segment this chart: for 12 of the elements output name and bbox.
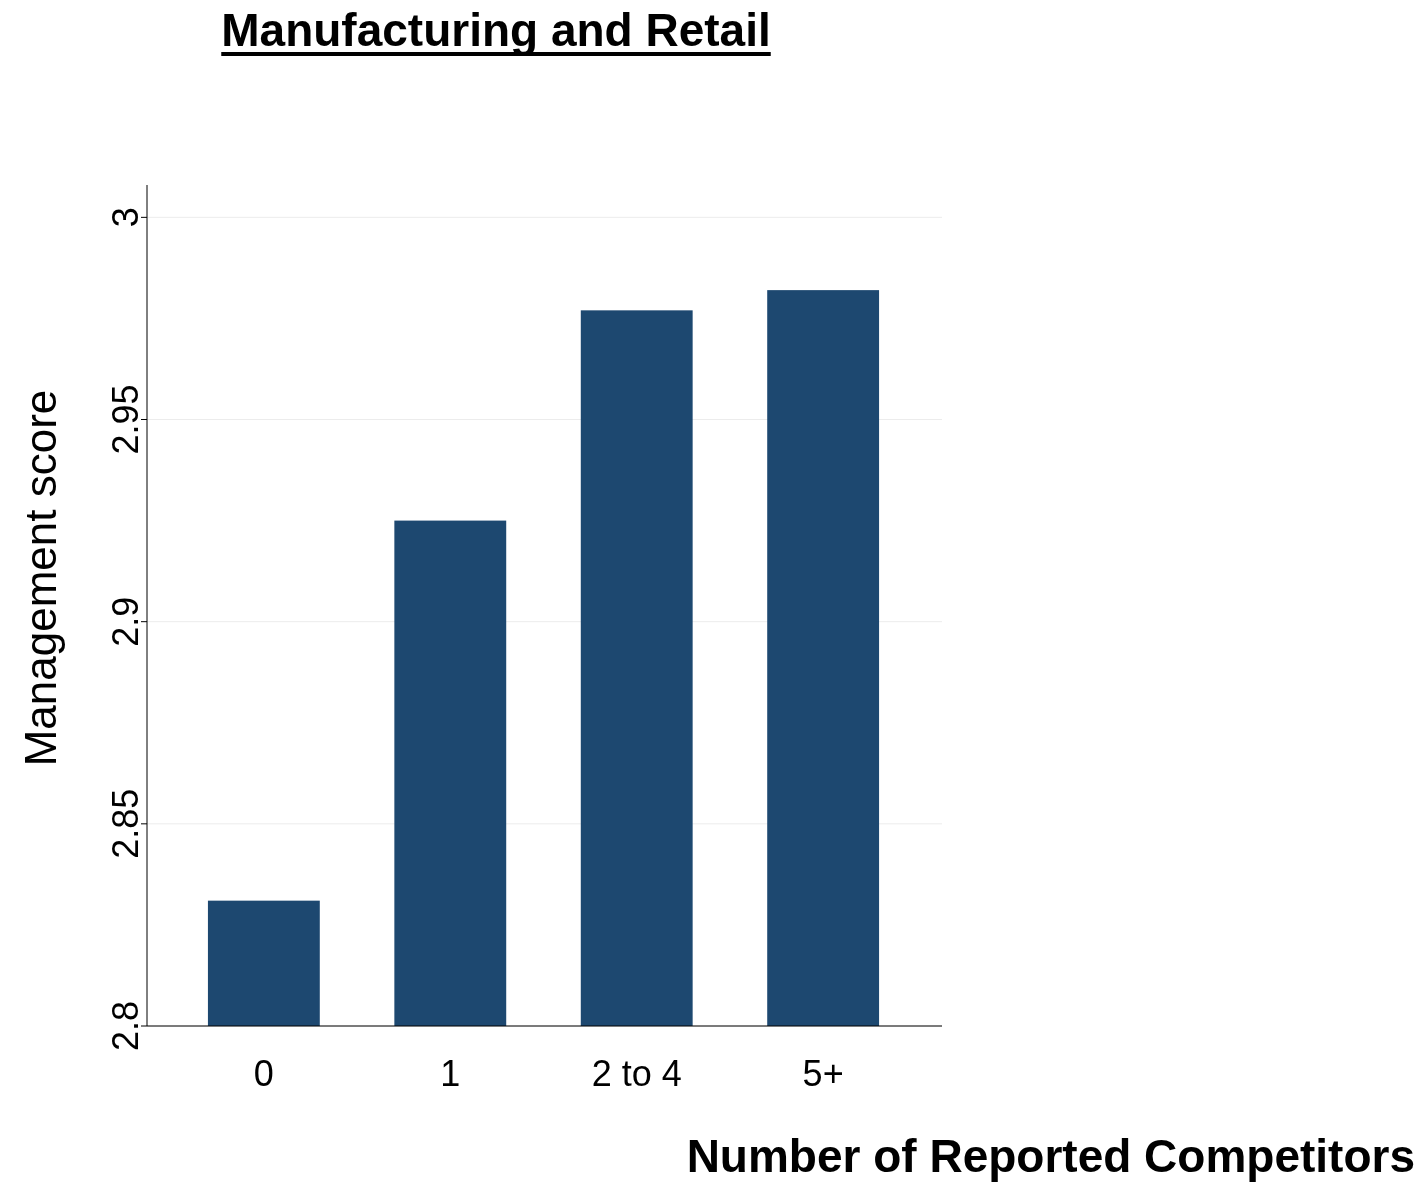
y-tick-label: 2.85 bbox=[105, 788, 146, 859]
x-tick-label: 2 to 4 bbox=[591, 1053, 682, 1094]
y-axis-title: Management score bbox=[16, 389, 65, 767]
y-tick-label: 3 bbox=[105, 207, 146, 228]
x-tick-label: 1 bbox=[440, 1053, 461, 1094]
chart-title: Manufacturing and Retail bbox=[221, 4, 771, 56]
x-tick-label: 0 bbox=[253, 1053, 274, 1094]
x-tick-label: 5+ bbox=[802, 1053, 844, 1094]
x-axis-title: Number of Reported Competitors bbox=[686, 1130, 1415, 1182]
y-tick-label: 2.95 bbox=[105, 384, 146, 455]
y-tick-label: 2.9 bbox=[105, 596, 146, 647]
y-tick-label: 2.8 bbox=[105, 1000, 146, 1052]
